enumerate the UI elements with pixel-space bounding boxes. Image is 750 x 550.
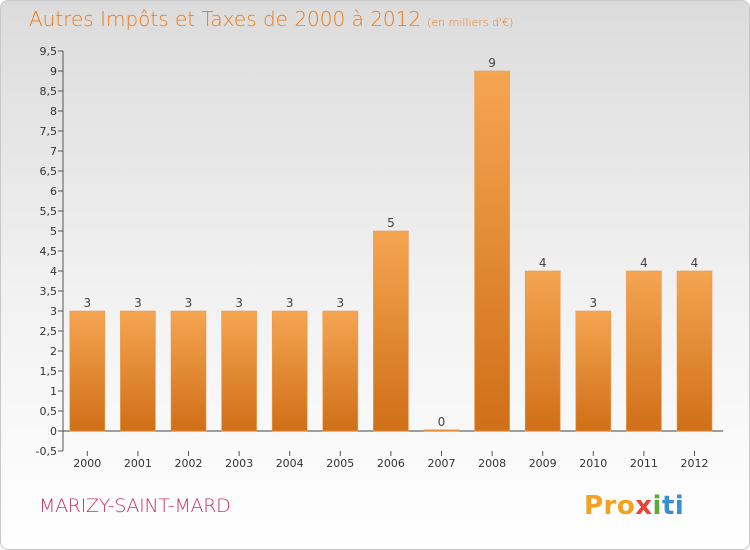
x-tick-label: 2010 bbox=[579, 457, 607, 470]
proxiti-logo: Proxiti bbox=[584, 491, 685, 521]
chart-subtitle: (en milliers d'€) bbox=[427, 16, 514, 29]
bar-2010 bbox=[575, 310, 612, 432]
y-tick-label: 4,5 bbox=[40, 245, 58, 258]
chart-title-text: Autres Impôts et Taxes de 2000 à 2012 bbox=[29, 7, 422, 31]
y-tick-label: 0,5 bbox=[40, 405, 58, 418]
y-tick-label: 7,5 bbox=[40, 125, 58, 138]
y-tick-label: 6,5 bbox=[40, 165, 58, 178]
x-tick-label: 2009 bbox=[529, 457, 557, 470]
chart-data-labels: 3 3 3 3 3 3 5 0 9 4 3 4 4 bbox=[83, 56, 698, 429]
chart-axes: -0,5 0 0,5 1 1,5 2 2,5 3 3,5 4 4,5 5 5,5 6 6,5 7 7,5 8 8,5… bbox=[36, 45, 723, 470]
bar-2001 bbox=[120, 310, 156, 432]
y-tick-label: 7 bbox=[50, 145, 57, 158]
bar-2006 bbox=[373, 230, 409, 432]
x-tick-label: 2002 bbox=[175, 457, 203, 470]
bar-2007 bbox=[423, 429, 460, 432]
x-tick-label: 2003 bbox=[225, 457, 253, 470]
x-tick-label: 2005 bbox=[326, 457, 354, 470]
y-tick-label: 0 bbox=[50, 425, 57, 438]
bar-2011 bbox=[626, 270, 662, 432]
data-label: 4 bbox=[640, 256, 648, 270]
y-tick-label: 2,5 bbox=[40, 325, 58, 338]
y-tick-label: 8 bbox=[50, 105, 57, 118]
data-label: 9 bbox=[488, 56, 496, 70]
x-tick-label: 2000 bbox=[73, 457, 101, 470]
y-tick-label: 4 bbox=[50, 265, 57, 278]
x-tick-label: 2012 bbox=[681, 457, 709, 470]
bar-2008 bbox=[474, 70, 510, 432]
data-label: 3 bbox=[83, 296, 91, 310]
bar-2004 bbox=[271, 310, 308, 432]
data-label: 3 bbox=[185, 296, 193, 310]
bar-2003 bbox=[221, 310, 257, 432]
data-label: 3 bbox=[336, 296, 344, 310]
bar-2002 bbox=[170, 310, 207, 432]
y-tick-label: 9 bbox=[50, 65, 57, 78]
data-label: 3 bbox=[286, 296, 294, 310]
data-label: 5 bbox=[387, 216, 395, 230]
data-label: 4 bbox=[691, 256, 699, 270]
bar-2012 bbox=[676, 270, 713, 432]
y-tick-label: 5 bbox=[50, 225, 57, 238]
data-label: 3 bbox=[589, 296, 597, 310]
x-tick-label: 2004 bbox=[276, 457, 304, 470]
data-label: 3 bbox=[134, 296, 142, 310]
x-tick-label: 2007 bbox=[428, 457, 456, 470]
y-tick-label: 3,5 bbox=[40, 285, 58, 298]
bar-2005 bbox=[322, 310, 359, 432]
y-tick-label: 1,5 bbox=[40, 365, 58, 378]
x-tick-label: 2011 bbox=[630, 457, 658, 470]
y-tick-label: 6 bbox=[50, 185, 57, 198]
x-tick-label: 2006 bbox=[377, 457, 405, 470]
bar-2009 bbox=[524, 270, 561, 432]
y-tick-label: 9,5 bbox=[40, 45, 58, 58]
y-tick-label: 2 bbox=[50, 345, 57, 358]
y-tick-label: 1 bbox=[50, 385, 57, 398]
y-tick-label: 5,5 bbox=[40, 205, 58, 218]
chart-bars bbox=[69, 70, 713, 432]
x-tick-label: 2008 bbox=[478, 457, 506, 470]
data-label: 3 bbox=[235, 296, 243, 310]
y-tick-label: -0,5 bbox=[36, 445, 57, 458]
data-label: 0 bbox=[438, 415, 446, 429]
data-label: 4 bbox=[539, 256, 547, 270]
x-tick-label: 2001 bbox=[124, 457, 152, 470]
y-tick-label: 8,5 bbox=[40, 85, 58, 98]
bar-2000 bbox=[69, 310, 106, 432]
y-tick-label: 3 bbox=[50, 305, 57, 318]
commune-name: MARIZY-SAINT-MARD bbox=[39, 495, 231, 517]
chart-title: Autres Impôts et Taxes de 2000 à 2012 (en… bbox=[29, 7, 513, 31]
